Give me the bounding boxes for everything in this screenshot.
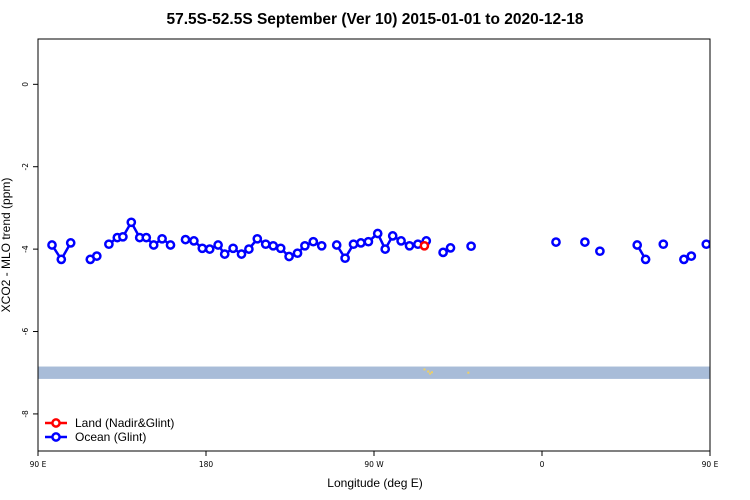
ocean-glint-point xyxy=(396,236,406,246)
ocean-glint-point xyxy=(380,244,391,254)
x-tick-label: 90 W xyxy=(364,460,384,469)
ocean-glint-point xyxy=(284,251,294,262)
x-tick-label: 0 xyxy=(540,460,545,469)
ocean-glint-point xyxy=(180,234,191,245)
legend-label: Ocean (Glint) xyxy=(75,430,146,444)
land-mark xyxy=(429,372,432,375)
ocean-glint-point xyxy=(348,239,359,250)
y-tick-label: -4 xyxy=(21,245,30,253)
legend-marker xyxy=(51,418,61,428)
land-ocean-band xyxy=(38,366,710,379)
legend-label: Land (Nadir&Glint) xyxy=(75,416,174,430)
ocean-glint-point xyxy=(65,238,76,248)
ocean-glint-point xyxy=(204,244,215,254)
ocean-glint-point xyxy=(244,244,254,254)
ocean-glint-point xyxy=(213,240,223,250)
ocean-glint-point xyxy=(640,254,651,265)
ocean-glint-point xyxy=(717,233,724,240)
ocean-glint-point xyxy=(260,239,271,250)
land-nadir-glint-point xyxy=(419,240,430,251)
ocean-glint-point xyxy=(709,236,710,239)
ocean-glint-point xyxy=(300,240,310,251)
x-tick-label: 180 xyxy=(199,460,214,469)
y-tick-label: -8 xyxy=(21,410,30,418)
land-mark xyxy=(430,371,433,374)
ocean-glint-point xyxy=(91,251,102,261)
ocean-glint-point xyxy=(228,243,238,254)
ocean-glint-line xyxy=(705,239,710,246)
ocean-glint-point xyxy=(679,254,689,265)
plot-area xyxy=(38,217,747,379)
ocean-glint-point xyxy=(580,237,590,247)
ocean-glint-point xyxy=(126,217,137,228)
ocean-glint-point xyxy=(725,219,732,226)
ocean-glint-point xyxy=(595,246,605,257)
ocean-glint-point xyxy=(632,240,643,250)
ocean-glint-point xyxy=(316,240,327,251)
land-mark xyxy=(427,370,430,373)
ocean-glint-point xyxy=(363,236,374,247)
ocean-glint-point xyxy=(372,228,383,239)
ocean-glint-point xyxy=(331,240,342,250)
legend-marker xyxy=(51,432,61,442)
x-axis-label: Longitude (deg E) xyxy=(327,476,422,490)
ocean-glint-point xyxy=(438,247,448,258)
ocean-glint-point xyxy=(47,240,57,250)
y-tick-label: 0 xyxy=(21,82,30,87)
ocean-glint-point xyxy=(658,239,669,250)
ocean-glint-point xyxy=(189,236,199,246)
ocean-glint-point xyxy=(340,253,350,264)
x-tick-label: 90 E xyxy=(702,460,719,469)
land-mark xyxy=(423,368,426,371)
ocean-glint-point xyxy=(252,233,263,244)
ocean-glint-point xyxy=(165,240,176,250)
land-mark xyxy=(467,371,470,374)
x-tick-label: 90 E xyxy=(30,460,47,469)
ocean-glint-point xyxy=(148,240,159,250)
ocean-glint-point xyxy=(445,243,456,253)
ocean-glint-point xyxy=(308,236,319,247)
ocean-glint-point xyxy=(740,234,747,241)
ocean-glint-point xyxy=(56,254,67,265)
legend: Land (Nadir&Glint)Ocean (Glint) xyxy=(45,416,174,444)
ocean-glint-point xyxy=(275,243,286,254)
y-tick-label: -2 xyxy=(21,163,30,171)
ocean-glint-point xyxy=(734,234,741,241)
ocean-glint-point xyxy=(268,240,279,251)
ocean-glint-point xyxy=(701,239,710,250)
y-axis-label: XCO2 - MLO trend (ppm) xyxy=(0,178,13,313)
ocean-glint-point xyxy=(551,237,561,247)
ocean-glint-point xyxy=(141,232,152,243)
plot-frame xyxy=(37,38,711,452)
ocean-glint-point xyxy=(466,241,476,252)
ocean-glint-point xyxy=(236,249,247,259)
y-tick-label: -6 xyxy=(21,328,30,336)
ocean-glint-point xyxy=(356,238,366,248)
chart-title: 57.5S-52.5S September (Ver 10) 2015-01-0… xyxy=(166,11,583,28)
ocean-glint-point xyxy=(104,239,114,250)
ocean-glint-point xyxy=(686,251,697,261)
ocean-glint-point xyxy=(404,240,415,251)
ocean-glint-point xyxy=(157,233,167,244)
ocean-glint-point xyxy=(387,231,398,241)
ocean-glint-point xyxy=(197,243,208,254)
ocean-glint-point xyxy=(292,248,303,259)
ocean-glint-point xyxy=(219,249,230,259)
ocean-glint-point xyxy=(118,231,128,242)
